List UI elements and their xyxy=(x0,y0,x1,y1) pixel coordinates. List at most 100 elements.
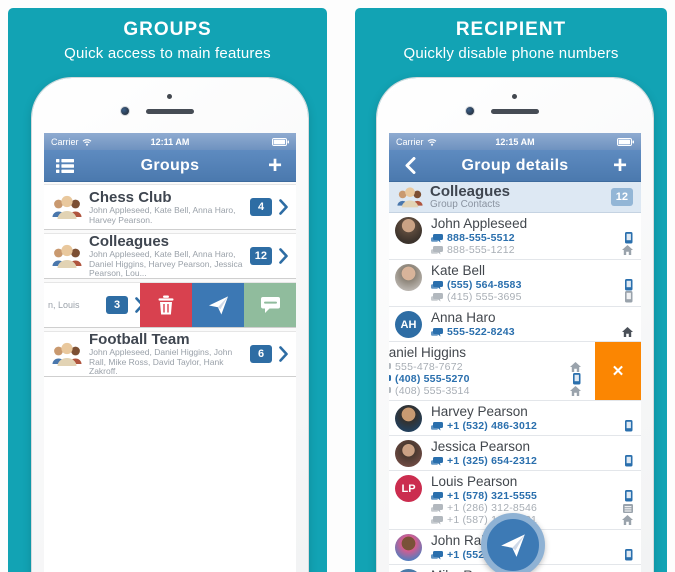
message-bubble-icon xyxy=(431,550,443,560)
phone-number: (415) 555-3695 xyxy=(447,291,522,303)
contact-row[interactable]: AH Anna Haro 555-522-8243 xyxy=(389,307,641,342)
phone-number: 555-522-8243 xyxy=(447,326,515,338)
member-count-badge: 3 xyxy=(106,296,128,314)
home-icon xyxy=(570,362,581,372)
group-members: John Appleseed, Kate Bell, Anna Haro, Da… xyxy=(89,249,243,279)
mobile-icon xyxy=(625,420,633,432)
phone-number: +1 (578) 321-5555 xyxy=(447,490,538,502)
phone-line[interactable]: (415) 555-3695 xyxy=(431,291,633,303)
group-summary-row: Colleagues Group Contacts 12 xyxy=(389,182,641,213)
contact-name: Louis Pearson xyxy=(431,474,518,489)
page-title: Group details xyxy=(461,156,569,174)
contact-name: Jessica Pearson xyxy=(431,439,531,454)
delete-group-button[interactable] xyxy=(140,283,192,327)
groups-list: Chess Club John Appleseed, Kate Bell, An… xyxy=(44,182,296,377)
phone-line[interactable]: +1 (325) 654-2312 xyxy=(431,455,633,467)
mobile-icon xyxy=(625,490,633,502)
message-bubble-icon xyxy=(431,245,443,255)
phone-line[interactable]: +1 (286) 312-8546 xyxy=(431,502,633,514)
paper-plane-icon xyxy=(501,534,525,557)
contact-row[interactable]: LP Louis Pearson +1 (578) 321-5555 xyxy=(389,471,641,530)
carrier-label: Carrier xyxy=(51,136,79,147)
avatar-initials: LP xyxy=(395,475,422,502)
phone-line[interactable]: 555-522-8243 xyxy=(431,326,633,338)
message-bubble-icon xyxy=(389,386,391,396)
panel-title: GROUPS xyxy=(123,19,212,40)
phone-line[interactable]: +1 (578) 321-5555 xyxy=(431,490,633,502)
mobile-icon xyxy=(625,232,633,244)
clock: 12:11 AM xyxy=(150,136,190,147)
chevron-left-icon xyxy=(405,157,415,174)
contact-row[interactable]: John Appleseed 888-555-5512 888-555-1212 xyxy=(389,213,641,260)
panel-subtitle: Quickly disable phone numbers xyxy=(403,45,619,62)
contact-row[interactable]: Jessica Pearson +1 (325) 654-2312 xyxy=(389,436,641,471)
phone-number: 888-555-1212 xyxy=(447,244,515,256)
group-row-swiped[interactable]: n, Louis 3 xyxy=(44,282,296,328)
home-icon xyxy=(622,327,633,337)
contact-row[interactable]: Harvey Pearson +1 (532) 486-3012 xyxy=(389,401,641,436)
group-row-colleagues[interactable]: Colleagues John Appleseed, Kate Bell, An… xyxy=(44,233,296,279)
phone-line[interactable]: 888-555-5512 xyxy=(431,232,633,244)
message-bubble-icon xyxy=(431,292,443,302)
trash-icon xyxy=(158,295,174,315)
member-count-badge: 4 xyxy=(250,198,272,216)
phone-line[interactable]: (408) 555-5270 xyxy=(389,373,581,385)
contact-name: Mike Ross xyxy=(431,568,633,572)
group-avatar-icon xyxy=(52,342,82,366)
contact-name: Daniel Higgins xyxy=(389,345,467,360)
back-button[interactable] xyxy=(399,157,421,174)
send-message-fab[interactable] xyxy=(481,513,545,572)
contact-name: Kate Bell xyxy=(431,263,486,278)
contact-row-swiped[interactable]: Daniel Higgins 555-478-7672 (408) 555-52… xyxy=(389,342,641,401)
avatar xyxy=(395,264,422,291)
phone-line[interactable]: +1 (532) 486-3012 xyxy=(431,420,633,432)
group-row-football-team[interactable]: Football Team John Appleseed, Daniel Hig… xyxy=(44,331,296,377)
menu-list-icon[interactable] xyxy=(54,158,76,173)
contact-name: John Rall xyxy=(431,533,488,548)
phone-line[interactable]: (555) 564-8583 xyxy=(431,279,633,291)
phone-line[interactable]: 555-478-7672 xyxy=(389,361,581,373)
member-count-badge: 6 xyxy=(250,345,272,363)
disable-number-button[interactable]: ✕ xyxy=(595,342,641,400)
contact-row[interactable]: Kate Bell (555) 564-8583 (415) 555-3695 xyxy=(389,260,641,307)
add-group-button[interactable]: + xyxy=(267,151,282,179)
page-title: Groups xyxy=(140,156,200,174)
phone-number: 888-555-5512 xyxy=(447,232,515,244)
group-avatar-icon xyxy=(52,195,82,219)
message-bubble-icon xyxy=(431,280,443,290)
phone-line[interactable]: (408) 555-3514 xyxy=(389,385,581,397)
group-subtitle: Group Contacts xyxy=(430,199,501,210)
recipient-panel: RECIPIENT Quickly disable phone numbers … xyxy=(355,8,667,572)
chevron-right-icon xyxy=(279,248,288,264)
home-icon xyxy=(622,515,633,525)
front-camera xyxy=(121,107,129,115)
message-group-button[interactable] xyxy=(244,283,296,327)
swipe-actions xyxy=(140,283,296,327)
status-bar: Carrier 12:11 AM xyxy=(44,133,296,150)
group-name: Chess Club xyxy=(89,189,172,206)
group-avatar-icon xyxy=(397,187,423,208)
phone-number: +1 (325) 654-2312 xyxy=(447,455,538,467)
message-bubble-icon xyxy=(431,456,443,466)
nav-bar-groups: Groups + xyxy=(44,150,296,182)
group-name: Colleagues xyxy=(430,183,511,200)
group-name: Colleagues xyxy=(89,233,170,251)
carrier-label: Carrier xyxy=(396,136,424,147)
group-row-chess-club[interactable]: Chess Club John Appleseed, Kate Bell, An… xyxy=(44,184,296,230)
group-members: John Appleseed, Daniel Higgins, John Ral… xyxy=(89,347,233,377)
group-avatar-icon xyxy=(52,244,82,268)
iphone-mockup-left: Carrier 12:11 AM Groups + xyxy=(32,78,308,572)
add-contact-button[interactable]: + xyxy=(612,151,627,179)
battery-icon xyxy=(617,137,634,146)
phone-line[interactable]: 888-555-1212 xyxy=(431,244,633,256)
mobile-icon xyxy=(625,549,633,561)
groups-panel: GROUPS Quick access to main features Car… xyxy=(8,8,327,572)
status-bar: Carrier 12:15 AM xyxy=(389,133,641,150)
earpiece-speaker xyxy=(491,109,539,114)
message-bubble-icon xyxy=(431,503,443,513)
paper-plane-icon xyxy=(208,296,228,315)
message-bubble-icon xyxy=(389,362,391,372)
member-count-badge: 12 xyxy=(610,188,633,206)
send-group-button[interactable] xyxy=(192,283,244,327)
panel-title: RECIPIENT xyxy=(455,19,567,40)
